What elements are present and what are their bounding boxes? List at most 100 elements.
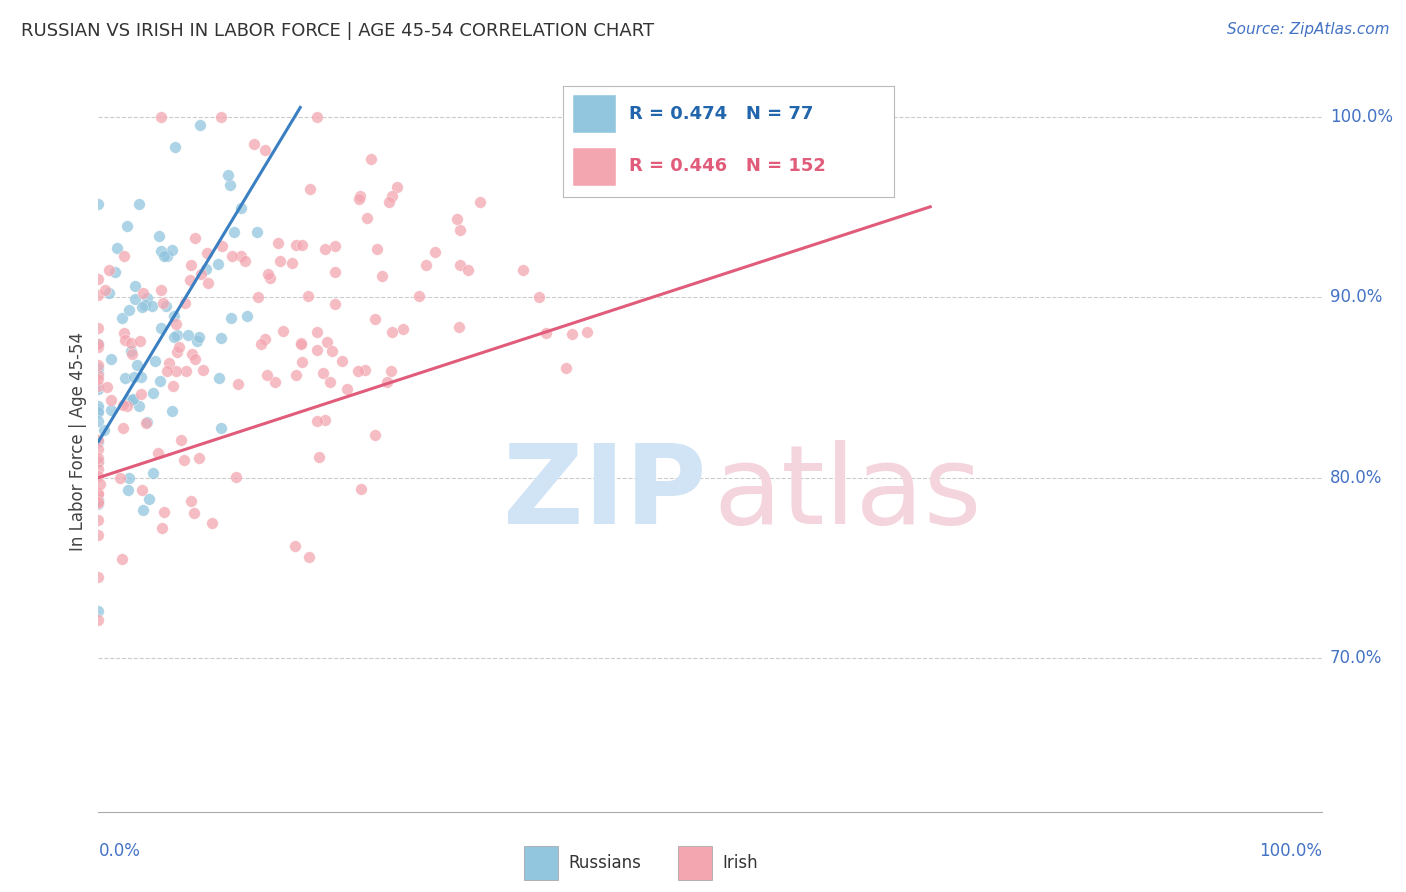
Point — [111, 421, 134, 435]
Point — [108, 471, 131, 485]
Point — [174, 296, 197, 310]
Point — [186, 334, 208, 348]
Bar — [524, 846, 558, 880]
Point — [173, 453, 195, 467]
Point — [160, 243, 183, 257]
Point — [87, 197, 110, 211]
Point — [470, 195, 492, 210]
Point — [176, 364, 198, 378]
Point — [323, 239, 346, 253]
Point — [211, 239, 233, 253]
Point — [221, 250, 243, 264]
Bar — [678, 846, 713, 880]
Point — [98, 263, 121, 277]
Point — [128, 197, 150, 211]
Point — [117, 392, 139, 407]
Point — [124, 279, 146, 293]
Point — [226, 376, 249, 391]
Point — [222, 225, 245, 239]
Point — [87, 368, 110, 383]
Point — [87, 492, 110, 507]
Point — [87, 379, 110, 393]
Point — [408, 289, 430, 303]
Point — [87, 337, 110, 351]
Point — [87, 614, 110, 628]
Point — [115, 219, 138, 233]
Point — [143, 353, 166, 368]
Point — [148, 445, 170, 459]
Point — [87, 451, 110, 466]
Point — [155, 299, 177, 313]
Point — [190, 267, 212, 281]
Point — [157, 356, 180, 370]
Point — [254, 144, 277, 158]
Point — [254, 332, 277, 346]
Point — [149, 110, 172, 124]
Point — [134, 297, 156, 311]
Point — [291, 354, 314, 368]
Point — [129, 334, 152, 349]
Point — [87, 372, 110, 386]
Point — [87, 485, 110, 500]
Point — [561, 326, 583, 341]
Point — [87, 358, 110, 372]
Text: RUSSIAN VS IRISH IN LABOR FORCE | AGE 45-54 CORRELATION CHART: RUSSIAN VS IRISH IN LABOR FORCE | AGE 45… — [21, 22, 654, 40]
Point — [354, 363, 377, 377]
Point — [165, 364, 187, 378]
Point — [308, 450, 330, 465]
Point — [96, 380, 118, 394]
Point — [152, 296, 174, 310]
Point — [87, 433, 110, 447]
Point — [120, 344, 142, 359]
Point — [209, 110, 232, 124]
Point — [312, 367, 335, 381]
Point — [121, 392, 143, 407]
Point — [380, 325, 402, 339]
Point — [87, 320, 110, 334]
Point — [290, 337, 312, 351]
Point — [250, 337, 273, 351]
Point — [323, 297, 346, 311]
Point — [87, 404, 110, 418]
Point — [385, 180, 408, 194]
Point — [177, 327, 200, 342]
Point — [112, 326, 135, 341]
Point — [87, 468, 110, 483]
Point — [138, 492, 160, 507]
Point — [297, 289, 319, 303]
Point — [131, 483, 153, 498]
Point — [259, 271, 281, 285]
Point — [314, 242, 336, 256]
Point — [180, 493, 202, 508]
Point — [457, 263, 479, 277]
Point — [201, 516, 224, 531]
Point — [229, 248, 252, 262]
Point — [117, 303, 139, 318]
Point — [529, 290, 551, 304]
Point — [87, 442, 110, 457]
Point — [449, 258, 471, 272]
Text: R = 0.446   N = 152: R = 0.446 N = 152 — [630, 157, 827, 175]
Point — [87, 341, 110, 355]
Point — [330, 353, 353, 368]
Point — [323, 264, 346, 278]
Point — [121, 347, 143, 361]
Point — [149, 374, 172, 388]
Point — [162, 379, 184, 393]
Point — [364, 427, 387, 442]
Point — [319, 375, 342, 389]
Point — [87, 494, 110, 508]
Text: atlas: atlas — [714, 440, 983, 547]
Point — [219, 178, 242, 193]
Point — [197, 277, 219, 291]
Point — [219, 311, 242, 326]
Point — [187, 451, 209, 466]
Point — [165, 140, 187, 154]
Point — [87, 487, 110, 501]
Point — [155, 364, 177, 378]
Point — [170, 434, 193, 448]
Point — [233, 254, 256, 268]
Point — [371, 268, 394, 283]
Point — [150, 521, 173, 535]
Point — [307, 325, 329, 339]
